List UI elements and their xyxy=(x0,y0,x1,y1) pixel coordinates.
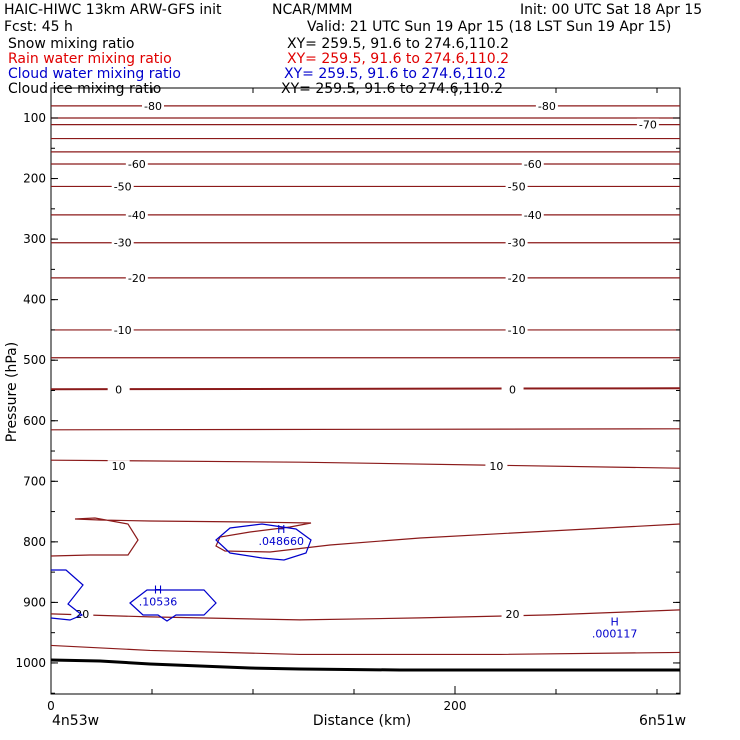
y-tick-label: 900 xyxy=(23,595,46,609)
contour-label: -20 xyxy=(508,272,526,285)
contour-label-bg xyxy=(501,383,524,396)
y-tick-label: 500 xyxy=(23,353,46,367)
y-tick-label: 400 xyxy=(23,293,46,307)
x-tick-label: 0 xyxy=(47,699,55,713)
temperature-contour xyxy=(50,459,681,469)
contour-label-bg xyxy=(111,236,134,249)
field-snow-label: Snow mixing ratio xyxy=(8,36,134,52)
contour-label: 0 xyxy=(115,383,122,396)
contour-label: -80 xyxy=(538,100,556,113)
model-title: HAIC-HIWC 13km ARW-GFS init xyxy=(4,2,222,18)
forecast-hour: Fcst: 45 h xyxy=(4,19,73,35)
org-label: NCAR/MMM xyxy=(272,2,353,18)
x-endpoint-left: 4n53w xyxy=(52,713,99,729)
contour-label-bg xyxy=(636,118,659,131)
contour-label: -50 xyxy=(114,180,132,193)
cloud-water-contours xyxy=(50,523,312,622)
cloud-water-max-h: H xyxy=(610,615,618,628)
y-tick-label: 100 xyxy=(23,111,46,125)
contour-label-bg xyxy=(505,271,528,284)
x-axis-title: Distance (km) xyxy=(313,713,411,729)
contour-label-bg xyxy=(142,99,164,112)
cloud-water-max-value: .10536 xyxy=(139,595,178,608)
contour-label: -20 xyxy=(128,272,146,285)
temperature-contour-shaped xyxy=(50,517,681,557)
contour-label: -40 xyxy=(524,209,542,222)
field-snow-xy: XY= 259.5, 91.6 to 274.6,110.2 xyxy=(287,36,509,52)
contour-label-bg xyxy=(505,323,528,336)
field-cloudwater-xy: XY= 259.5, 91.6 to 274.6,110.2 xyxy=(284,66,506,82)
temperature-contour xyxy=(50,644,681,656)
cloud-water-max-h: H xyxy=(277,523,285,536)
contour-label: 10 xyxy=(112,460,126,473)
contour-label-bg xyxy=(107,383,130,396)
contour-label: 20 xyxy=(506,608,520,621)
contour-label: -40 xyxy=(128,209,146,222)
contour-label: -50 xyxy=(508,180,526,193)
temperature-contours: -80 -80 -70 -60 -60 -50 -50 -40 -40 -30 -30 -20 -20 -… xyxy=(50,99,681,656)
contour-label: 20 xyxy=(75,608,89,621)
y-tick-label: 200 xyxy=(23,172,46,186)
contour-label-bg xyxy=(535,99,558,112)
contour-label: -10 xyxy=(508,324,526,337)
contour-label-bg xyxy=(125,271,148,284)
contour-label-bg xyxy=(125,158,148,171)
contour-label: -60 xyxy=(524,158,542,171)
contour-label-bg xyxy=(107,460,130,473)
x-endpoint-right: 6n51w xyxy=(639,713,686,729)
cloud-water-contour-hex xyxy=(129,589,217,622)
y-tick-label: 300 xyxy=(23,232,46,246)
temperature-contour xyxy=(50,387,681,391)
y-tick-label: 700 xyxy=(23,474,46,488)
cloud-water-contour-upper xyxy=(215,523,312,561)
temperature-contour xyxy=(50,609,681,621)
field-cloudwater-label: Cloud water mixing ratio xyxy=(8,66,181,82)
contour-label: -30 xyxy=(114,237,132,250)
contour-label: 0 xyxy=(509,383,516,396)
contour-label-bg xyxy=(111,323,134,336)
contour-label: -60 xyxy=(128,158,146,171)
contour-label-bg xyxy=(505,236,528,249)
contour-label-bg xyxy=(521,208,544,221)
y-tick-label: 800 xyxy=(23,535,46,549)
field-cloudice-xy: XY= 259.5, 91.6 to 274.6,110.2 xyxy=(281,81,503,97)
valid-time: Valid: 21 UTC Sun 19 Apr 15 (18 LST Sun … xyxy=(307,19,671,35)
terrain-line xyxy=(50,658,680,672)
temperature-contour xyxy=(50,428,681,431)
cloud-water-max-value: .048660 xyxy=(259,535,305,548)
contour-label-bg xyxy=(521,158,544,171)
contour-label-bg xyxy=(125,208,148,221)
y-tick-label: 600 xyxy=(23,414,46,428)
y-tick-label: 1000 xyxy=(15,656,46,670)
contour-label-bg xyxy=(501,607,524,620)
field-rain-xy: XY= 259.5, 91.6 to 274.6,110.2 xyxy=(287,51,509,67)
cloud-water-contour-left-edge xyxy=(50,569,84,621)
contour-label-bg xyxy=(485,460,508,473)
field-cloudice-label: Cloud ice mixing ratio xyxy=(8,81,161,97)
init-time: Init: 00 UTC Sat 18 Apr 15 xyxy=(520,2,702,18)
contour-label: 10 xyxy=(489,460,503,473)
contour-label: -30 xyxy=(508,237,526,250)
cloud-water-max-value: .000117 xyxy=(592,627,638,640)
x-tick-label: 200 xyxy=(444,699,467,713)
cloud-water-max-h: H xyxy=(154,583,162,596)
contour-label: -80 xyxy=(144,100,162,113)
contour-label: -10 xyxy=(114,324,132,337)
field-rain-label: Rain water mixing ratio xyxy=(8,51,172,67)
contour-label: -70 xyxy=(639,119,657,132)
contour-label-bg xyxy=(505,180,528,193)
contour-label-bg xyxy=(111,180,134,193)
plot-frame xyxy=(50,87,681,695)
x-axis: 0 200 xyxy=(47,88,658,713)
y-axis-title: Pressure (hPa) xyxy=(4,342,20,442)
